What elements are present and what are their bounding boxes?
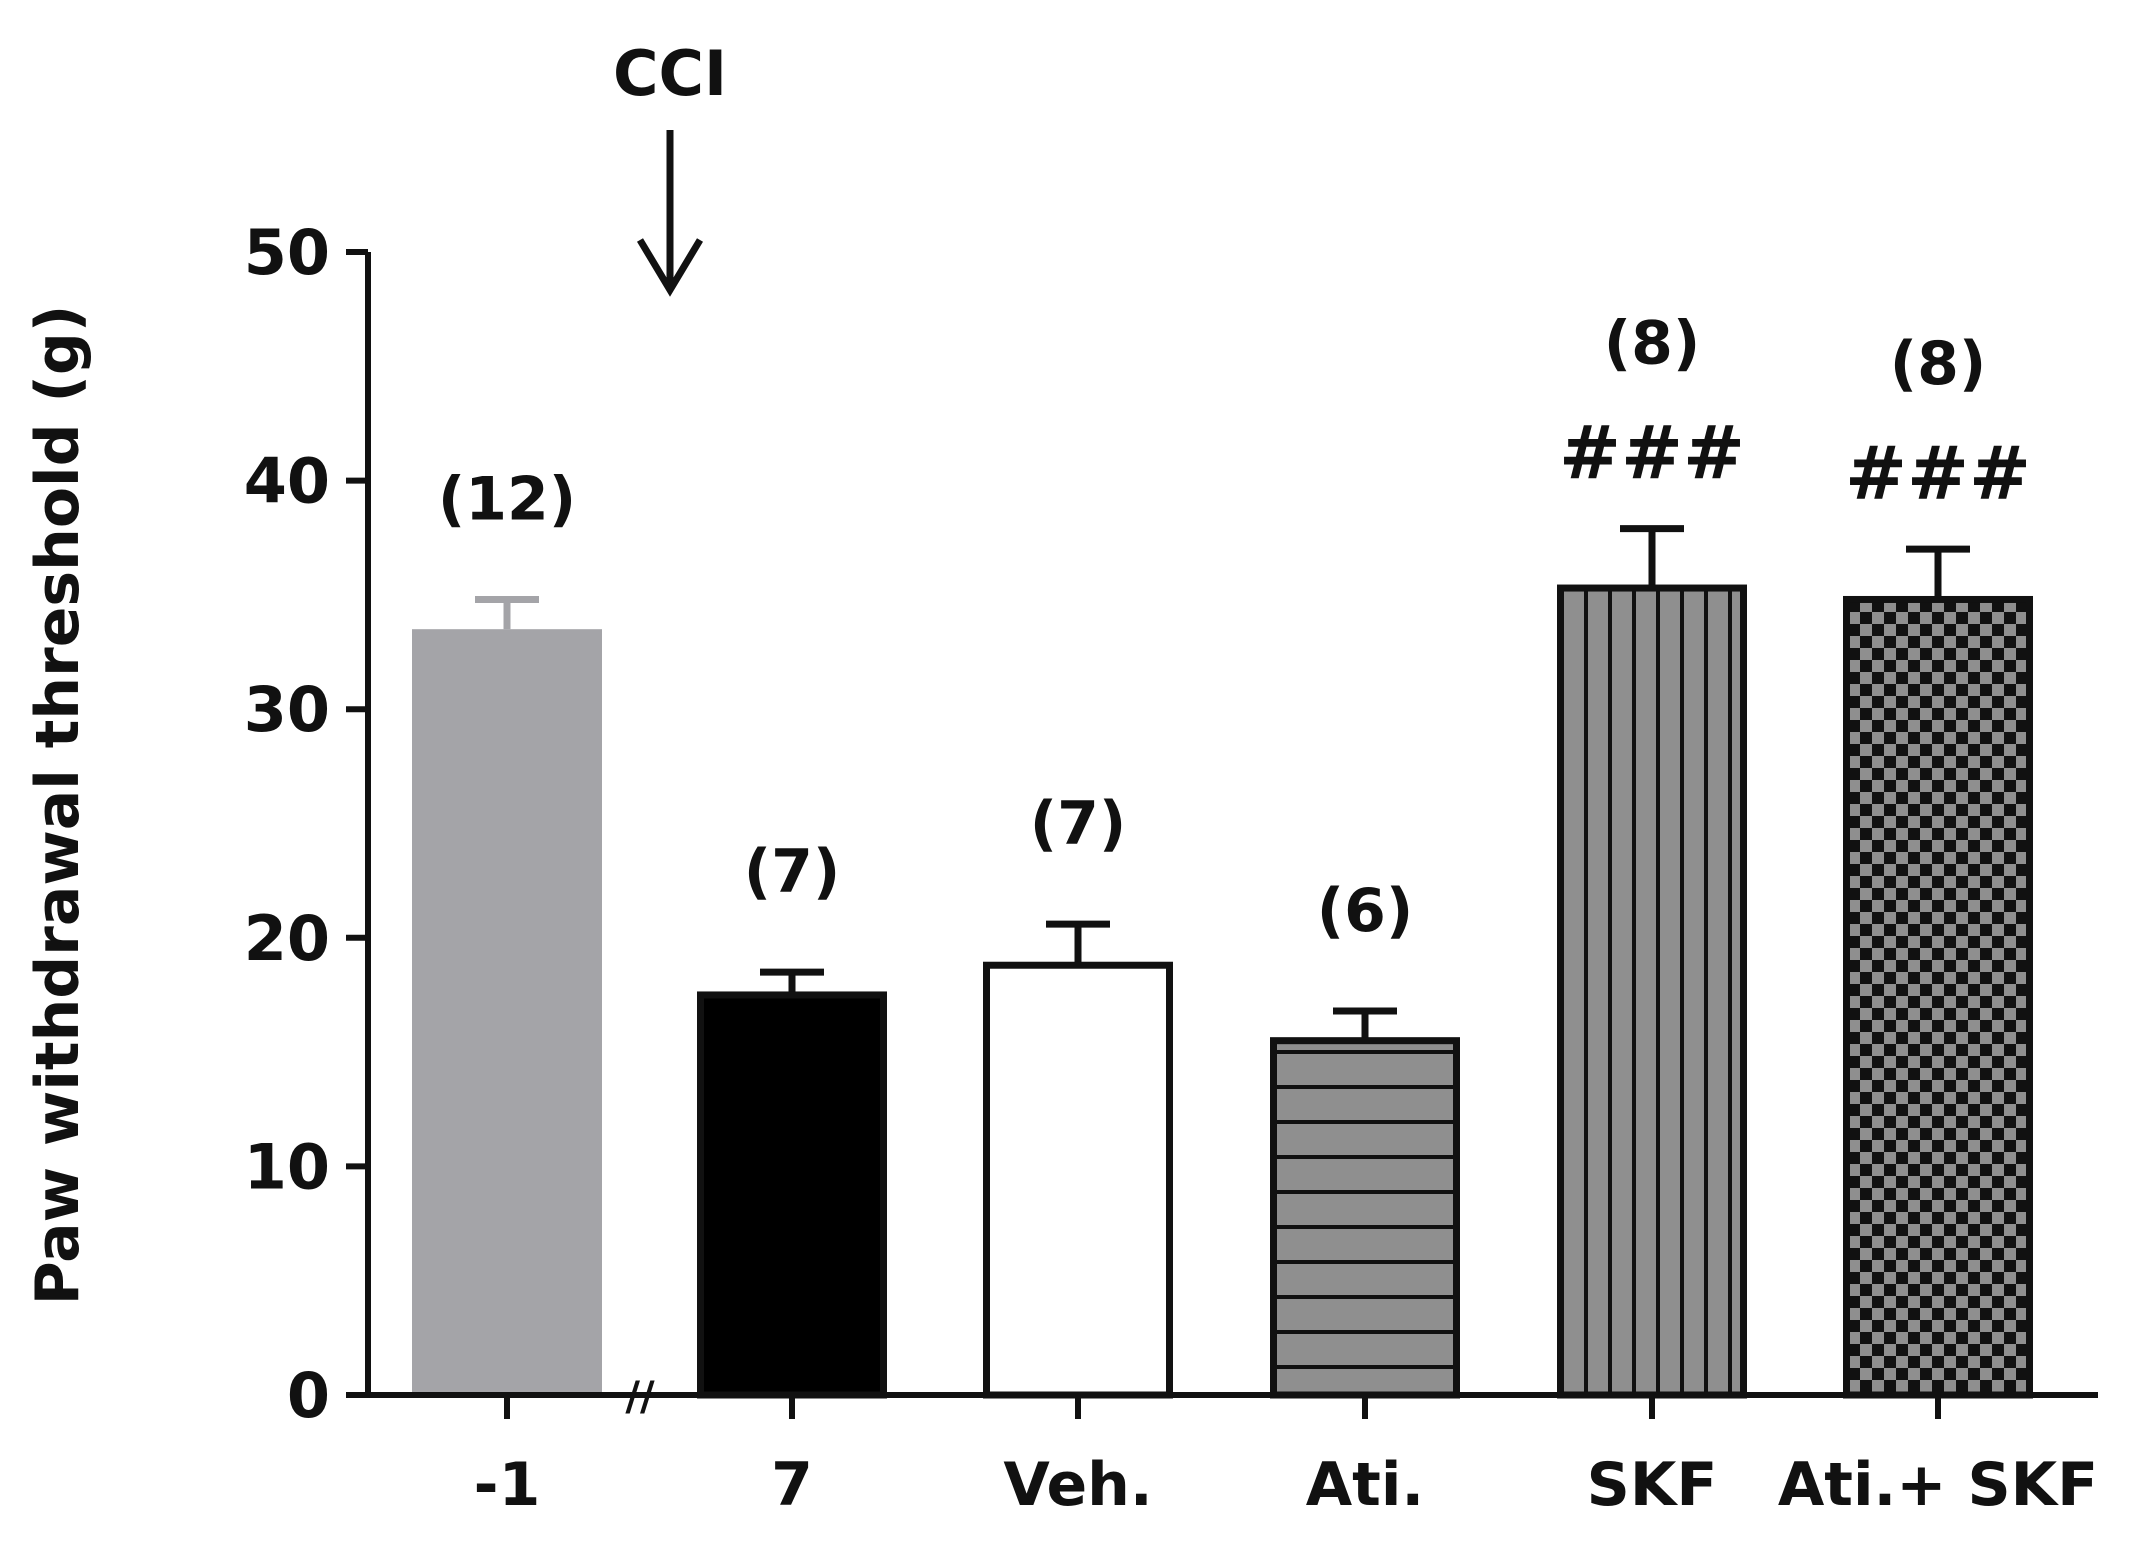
sample-size-label: (12) — [438, 464, 576, 534]
bar — [1270, 1037, 1460, 1399]
y-tick-label: 30 — [244, 673, 330, 746]
cci-annotation: CCI — [613, 37, 727, 110]
sample-size-label: (8) — [1604, 309, 1701, 379]
labels-layer: -1 (12) 7 (7) Veh. (7) Ati. (6) SKF (8) ### Ati.+ S… — [244, 216, 2098, 1520]
sample-size-label: (8) — [1890, 329, 1987, 399]
bars-layer — [412, 525, 2033, 1399]
bar — [412, 629, 602, 1395]
sample-size-label: (7) — [1030, 789, 1127, 859]
y-tick-label: 10 — [244, 1130, 330, 1203]
significance-label: ### — [1559, 411, 1745, 497]
category-label: Ati.+ SKF — [1778, 1450, 2098, 1520]
category-label: Veh. — [1003, 1450, 1152, 1520]
bar — [983, 961, 1173, 1399]
y-axis-title: Paw withdrawal threshold (g) — [23, 305, 93, 1306]
down-arrow-icon — [636, 130, 704, 297]
category-label: -1 — [474, 1450, 541, 1520]
axes — [346, 249, 2098, 1419]
bar — [1843, 595, 2033, 1399]
y-tick-label: 0 — [287, 1359, 330, 1432]
significance-label: ### — [1845, 431, 2031, 517]
bar — [697, 991, 887, 1399]
y-tick-label: 50 — [244, 216, 330, 289]
y-tick-label: 40 — [244, 445, 330, 518]
sample-size-label: (7) — [744, 837, 841, 907]
axis-break-mark: // — [625, 1374, 655, 1420]
sample-size-label: (6) — [1317, 876, 1414, 946]
bar — [1557, 584, 1747, 1399]
category-label: Ati. — [1306, 1450, 1424, 1520]
y-tick-label: 20 — [244, 902, 330, 975]
category-label: SKF — [1587, 1450, 1718, 1520]
category-label: 7 — [771, 1450, 813, 1520]
